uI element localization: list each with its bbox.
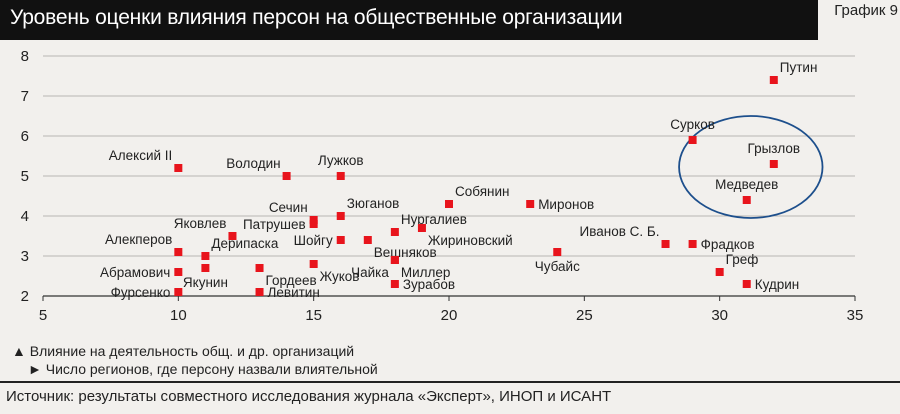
point-label: Сечин [269,200,308,215]
point-label: Грызлов [748,141,801,156]
point-label: Фурсенко [111,285,171,300]
scatter-point [309,260,318,268]
point-label: Лужков [318,153,364,168]
point-label: Володин [226,156,280,171]
x-tick-label: 15 [305,307,322,324]
scatter-point [174,164,183,172]
y-tick-label: 2 [21,288,29,305]
point-label: Миронов [538,197,594,212]
x-tick-label: 20 [441,307,458,324]
point-label: Медведев [715,177,778,192]
y-tick-label: 6 [21,128,29,145]
scatter-point [309,220,318,228]
scatter-point [688,136,697,144]
point-label: Зурабов [403,277,455,292]
point-label: Алекперов [105,232,172,247]
x-tick-label: 5 [39,307,47,324]
points-layer: Путин Сурков Грызлов Медведев Миронов Иванов … [100,60,817,300]
scatter-point [661,240,670,248]
scatter-point [201,252,210,260]
y-tick-label: 8 [21,48,29,65]
scatter-point [363,236,372,244]
scatter-point [228,232,237,240]
chart-title: Уровень оценки влияния персон на обществ… [10,6,623,29]
scatter-point [282,172,291,180]
scatter-point [769,160,778,168]
point-label: Греф [726,252,759,267]
point-label: Патрушев [243,217,306,232]
point-label: Шойгу [294,233,333,248]
point-label: Собянин [455,184,509,199]
point-label: Миллер [401,265,451,280]
scatter-point [742,280,751,288]
scatter-point [715,268,724,276]
footer-divider [0,381,900,383]
scatter-point [174,288,183,296]
scatter-point [742,196,751,204]
x-tick-label: 25 [576,307,593,324]
point-label: Зюганов [347,196,400,211]
x-tick-label: 10 [170,307,187,324]
x-tick-label: 35 [847,307,864,324]
scatter-point [390,228,399,236]
scatter-point [255,264,264,272]
scatter-point [174,268,183,276]
point-label: Жуков [320,269,360,284]
scatter-point [526,200,535,208]
title-bar: Уровень оценки влияния персон на обществ… [0,0,818,40]
point-label: Алексий II [109,148,173,163]
highlight-ellipse-layer [678,115,824,219]
point-label: Жириновский [428,233,513,248]
point-label: Яковлев [174,216,227,231]
x-axis-caption: ▲ Влияние на деятельность общ. и др. орг… [12,343,355,359]
point-label: Гордеев [266,273,317,288]
scatter-point [336,172,345,180]
point-label: Нургалиев [401,212,467,227]
x-tick-label: 30 [711,307,728,324]
chart-number: График 9 [834,2,898,19]
y-axis-caption: ► Число регионов, где персону назвали вл… [28,361,378,377]
scatter-point [336,212,345,220]
point-label: Чубайс [535,259,580,274]
scatter-point [417,224,426,232]
point-label: Кудрин [755,277,800,292]
y-tick-label: 7 [21,88,29,105]
scatter-point [769,76,778,84]
point-label: Абрамович [100,265,170,280]
y-tick-label: 4 [21,208,29,225]
point-label: Иванов С. Б. [580,224,660,239]
scatter-point [688,240,697,248]
grid-layer [43,55,855,257]
point-label: Путин [780,60,818,75]
point-label: Чайка [351,265,389,280]
scatter-point [390,280,399,288]
scatter-point [336,236,345,244]
point-label: Фрадков [701,237,755,252]
scatter-point [201,264,210,272]
y-tick-label: 3 [21,248,29,265]
highlight-ellipse [678,115,824,219]
scatter-point [445,200,453,208]
y-tick-label: 5 [21,168,29,185]
scatter-point [174,248,183,256]
scatter-point [255,288,264,296]
scatter-point [390,256,399,264]
scatter-point [553,248,562,256]
source-note: Источник: результаты совместного исследо… [6,388,612,405]
point-label: Вешняков [374,245,437,260]
point-label: Сурков [670,117,715,132]
point-label: Якунин [183,275,228,290]
point-label: Дерипаска [211,236,278,251]
point-label: Левитин [268,285,320,300]
scatter-chart: 2 3 4 5 6 7 8 5 10 15 20 25 30 35 Путин Сурков Грызлов М… [21,48,864,324]
